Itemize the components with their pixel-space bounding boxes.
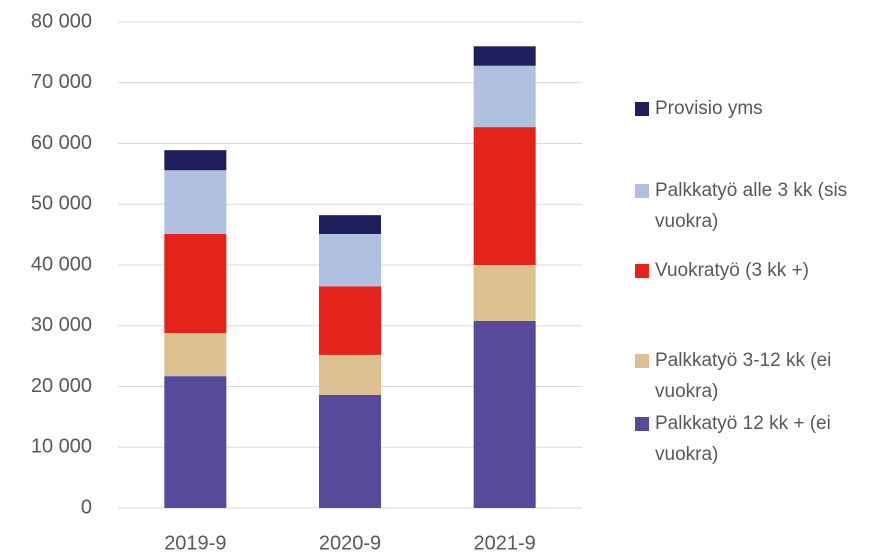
legend-label: Palkkatyö 3-12 kk (ei vuokra) <box>655 350 832 402</box>
bar-segment <box>164 170 227 235</box>
bar-segment <box>473 320 536 508</box>
legend-item: Palkkatyö 12 kk + (ei vuokra) <box>635 408 885 470</box>
bar-segment <box>164 376 227 508</box>
bar-segment <box>164 333 227 377</box>
bar-segment <box>164 234 227 334</box>
bar-segment <box>319 286 381 355</box>
bar-segment <box>473 46 536 66</box>
y-tick-label: 10 000 <box>31 436 92 458</box>
legend-swatch <box>635 354 649 368</box>
x-tick-label: 2019-9 <box>164 532 226 554</box>
bar-segment <box>319 215 381 235</box>
legend-item: Vuokratyö (3 kk +) <box>635 255 885 286</box>
legend-label: Vuokratyö (3 kk +) <box>655 260 809 281</box>
x-tick-label: 2021-9 <box>474 532 536 554</box>
legend-swatch <box>635 184 649 198</box>
y-tick-label: 80 000 <box>31 10 92 32</box>
y-tick-label: 20 000 <box>31 375 92 397</box>
y-tick-label: 70 000 <box>31 71 92 93</box>
bar-segment <box>473 265 536 321</box>
legend-swatch <box>635 102 649 116</box>
bar-segment <box>473 65 536 128</box>
bar-segment <box>319 234 381 287</box>
legend-item: Palkkatyö alle 3 kk (sis vuokra) <box>635 175 885 237</box>
y-tick-label: 30 000 <box>31 314 92 336</box>
y-tick-label: 50 000 <box>31 193 92 215</box>
y-tick-label: 60 000 <box>31 132 92 154</box>
legend-swatch <box>635 264 649 278</box>
bar-segment <box>319 354 381 396</box>
legend-label: Palkkatyö alle 3 kk (sis vuokra) <box>655 180 848 232</box>
legend-label: Palkkatyö 12 kk + (ei vuokra) <box>655 413 831 465</box>
y-tick-label: 40 000 <box>31 253 92 275</box>
legend-swatch <box>635 417 649 431</box>
bar-segment <box>164 150 227 171</box>
bar-segment <box>473 127 536 265</box>
x-tick-label: 2020-9 <box>319 532 381 554</box>
y-tick-label: 0 <box>81 496 92 518</box>
legend-item: Provisio yms <box>635 93 885 124</box>
bar-segment <box>319 395 381 508</box>
legend-item: Palkkatyö 3-12 kk (ei vuokra) <box>635 345 885 407</box>
legend-label: Provisio yms <box>655 98 763 119</box>
